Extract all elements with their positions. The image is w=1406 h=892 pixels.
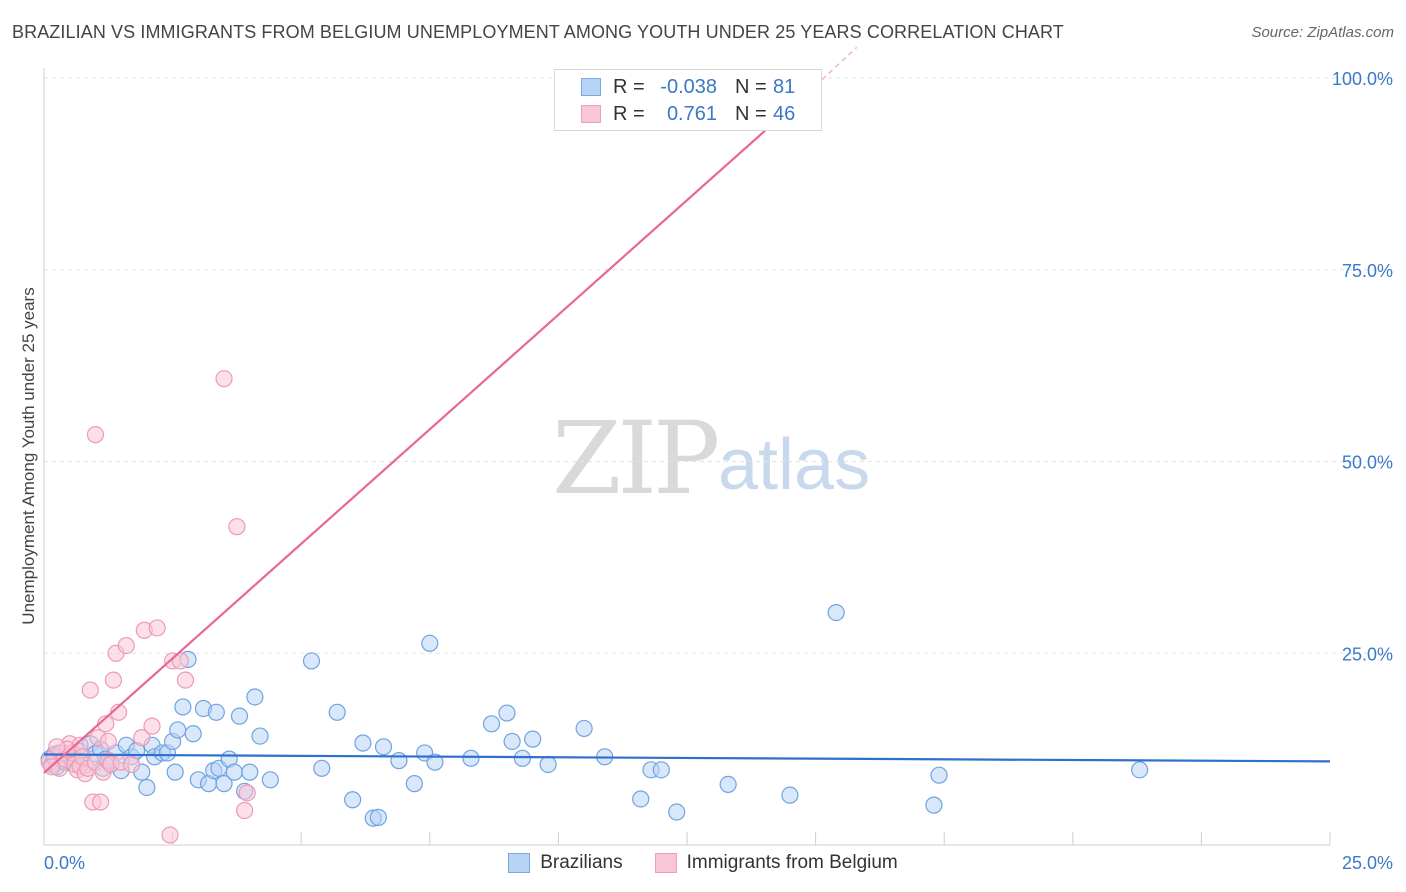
legend-row-brazilians: R = -0.038 N = 81 (581, 74, 795, 100)
point-belgium (91, 793, 110, 811)
x-tick-label: 25.0% (1342, 853, 1393, 873)
point-brazilians (513, 749, 531, 767)
source-label: Source: ZipAtlas.com (1251, 24, 1394, 41)
watermark-zip: ZIP (552, 400, 720, 517)
legend-swatch-belgium (581, 105, 601, 123)
point-brazilians (246, 688, 264, 706)
series-legend-item-brazilians[interactable]: Brazilians (508, 852, 623, 874)
point-brazilians (827, 603, 845, 622)
point-belgium (236, 801, 254, 820)
y-tick-label: 100.0% (1332, 69, 1393, 89)
legend-r-label: R = (613, 102, 645, 125)
point-brazilians (174, 698, 192, 716)
point-belgium (104, 671, 123, 689)
point-brazilians (503, 732, 521, 751)
legend-r-value: 0.761 (666, 102, 717, 125)
point-brazilians (328, 703, 346, 721)
y-axis-label: Unemployment Among Youth under 25 years (19, 287, 38, 624)
point-brazilians (426, 753, 444, 771)
point-brazilians (462, 749, 480, 767)
point-brazilians (302, 652, 321, 670)
y-tick-label: 50.0% (1342, 453, 1393, 473)
y-tick-label: 75.0% (1342, 261, 1393, 281)
series-swatch-brazilians (508, 853, 531, 873)
point-brazilians (524, 730, 542, 748)
point-brazilians (230, 707, 249, 725)
point-brazilians (390, 752, 408, 770)
point-brazilians (241, 763, 259, 781)
point-brazilians (781, 786, 799, 804)
point-belgium (48, 738, 66, 756)
point-brazilians (930, 766, 948, 784)
series-legend-label: Immigrants from Belgium (686, 852, 898, 873)
legend-row-belgium: R = 0.761 N = 46 (581, 101, 795, 127)
series-swatch-belgium (654, 853, 677, 873)
point-belgium (238, 784, 256, 802)
legend-swatch-brazilians (581, 78, 601, 96)
point-brazilians (354, 734, 372, 752)
y-tick-label: 25.0% (1342, 644, 1393, 664)
point-brazilians (369, 808, 387, 826)
x-tick-label: 0.0% (44, 853, 85, 873)
legend-r-value: -0.038 (660, 75, 717, 98)
series-legend: Brazilians Immigrants from Belgium (0, 852, 1406, 874)
legend-n-value: 81 (773, 75, 796, 98)
point-brazilians (719, 775, 737, 794)
trend-line-belgium-extension (815, 46, 858, 87)
point-belgium (86, 426, 105, 444)
point-belgium (81, 681, 99, 699)
point-belgium (215, 370, 233, 388)
legend-n-label: N = (735, 102, 767, 125)
point-brazilians (251, 727, 269, 745)
point-brazilians (632, 790, 650, 808)
point-belgium (143, 717, 161, 735)
point-brazilians (344, 791, 362, 809)
point-brazilians (421, 634, 439, 652)
point-brazilians (166, 763, 184, 781)
correlation-legend: R = -0.038 N = 81 R = 0.761 N = 46 (554, 69, 822, 131)
point-brazilians (184, 725, 202, 743)
chart-title: BRAZILIAN VS IMMIGRANTS FROM BELGIUM UNE… (12, 22, 1064, 42)
point-belgium (176, 671, 195, 689)
legend-r-label: R = (613, 75, 645, 98)
point-belgium (148, 619, 166, 637)
point-belgium (117, 636, 135, 655)
point-brazilians (138, 778, 156, 797)
point-belgium (122, 755, 141, 774)
watermark-atlas: atlas (718, 425, 871, 505)
point-brazilians (169, 721, 187, 739)
point-brazilians (405, 775, 423, 793)
point-belgium (133, 729, 151, 747)
point-brazilians (374, 738, 393, 756)
trend-line-brazilians (43, 753, 1331, 763)
point-brazilians (668, 803, 686, 821)
point-brazilians (1131, 761, 1149, 779)
point-brazilians (225, 763, 243, 781)
point-brazilians (498, 704, 516, 722)
point-brazilians (652, 761, 670, 779)
legend-n-label: N = (735, 75, 767, 98)
point-brazilians (207, 703, 225, 721)
point-brazilians (215, 775, 233, 793)
series-legend-item-belgium[interactable]: Immigrants from Belgium (654, 852, 898, 874)
legend-n-value: 46 (773, 102, 796, 125)
point-brazilians (539, 755, 557, 774)
point-brazilians (482, 715, 501, 733)
point-belgium (161, 826, 179, 844)
point-brazilians (313, 759, 331, 777)
point-belgium (228, 518, 246, 536)
point-belgium (99, 732, 117, 751)
point-brazilians (575, 719, 593, 738)
series-legend-label: Brazilians (540, 852, 623, 873)
point-brazilians (925, 796, 943, 814)
point-brazilians (261, 771, 279, 789)
trend-line-belgium (43, 84, 817, 774)
